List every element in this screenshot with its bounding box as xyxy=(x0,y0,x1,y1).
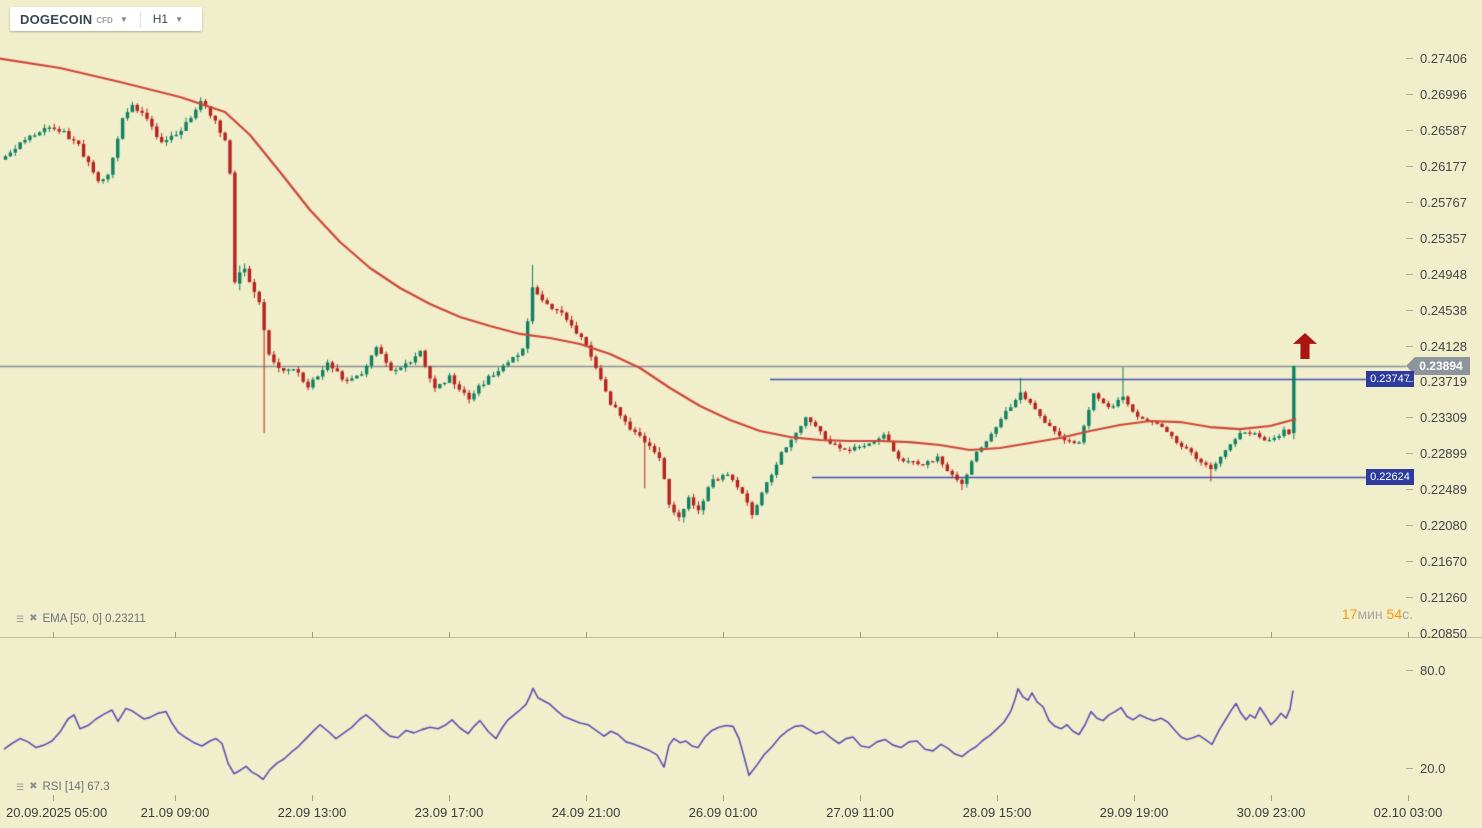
date-axis-tick xyxy=(312,632,313,638)
price-axis-label: 0.26177 xyxy=(1420,158,1467,174)
price-axis-label: 0.22080 xyxy=(1420,518,1467,534)
date-axis-tick xyxy=(860,795,861,801)
price-axis-label: 0.20850 xyxy=(1420,626,1467,642)
price-axis-tick xyxy=(1406,58,1413,59)
price-axis-label: 0.22489 xyxy=(1420,482,1467,498)
price-axis-label: 0.25357 xyxy=(1420,230,1467,246)
price-axis-tick xyxy=(1406,273,1413,275)
price-axis-tick xyxy=(1406,201,1413,203)
price-axis-label: 0.24538 xyxy=(1420,302,1467,318)
price-axis-label: 0.26996 xyxy=(1420,86,1467,102)
price-axis-tick xyxy=(1406,561,1413,563)
pane-separator xyxy=(0,637,1482,638)
countdown-minutes-unit: мин xyxy=(1357,606,1383,622)
date-axis-label: 30.09 23:00 xyxy=(1236,805,1306,820)
instrument-selector[interactable]: DOGECOIN CFD ▼ H1 ▼ xyxy=(10,7,202,31)
date-axis-tick xyxy=(449,795,450,801)
date-axis-label: 20.09.2025 05:00 xyxy=(6,805,108,820)
rsi-indicator-label: RSI [14] 67.3 xyxy=(42,781,110,793)
date-axis-tick xyxy=(586,632,587,638)
date-axis-tick xyxy=(1271,632,1272,638)
date-axis-label: 21.09 09:00 xyxy=(140,805,210,820)
date-axis-tick xyxy=(1271,795,1272,801)
date-axis-tick xyxy=(53,795,54,801)
date-axis-tick xyxy=(312,795,313,801)
ema-indicator-label: EMA [50, 0] 0.23211 xyxy=(42,613,146,625)
chevron-down-icon: ▼ xyxy=(119,14,128,24)
date-axis-tick xyxy=(1408,632,1409,638)
date-axis-label: 28.09 15:00 xyxy=(962,805,1032,820)
timeframe-label: H1 xyxy=(152,12,169,26)
price-axis-label: 0.24948 xyxy=(1420,266,1467,282)
price-axis-label: 0.27406 xyxy=(1420,51,1467,66)
price-axis-label: 0.26587 xyxy=(1420,122,1467,138)
price-axis-tick xyxy=(1406,453,1413,455)
price-axis-tick xyxy=(1406,597,1413,599)
price-axis-label: 0.21670 xyxy=(1420,554,1467,570)
date-axis-tick xyxy=(723,632,724,638)
indicator-settings-icon[interactable]: ☰ xyxy=(16,614,25,624)
price-axis-label: 0.24128 xyxy=(1420,338,1467,354)
rsi-axis-label: 20.0 xyxy=(1420,761,1446,776)
price-axis-tick xyxy=(1406,381,1413,383)
date-axis-label: 24.09 21:00 xyxy=(551,805,621,820)
resistance-level-badge[interactable]: 0.23747 xyxy=(1366,371,1414,387)
price-axis-tick xyxy=(1406,165,1413,167)
date-axis-tick xyxy=(586,795,587,801)
date-axis-tick xyxy=(175,632,176,638)
date-axis-label: 02.10 03:00 xyxy=(1373,805,1443,820)
date-axis-tick xyxy=(1408,795,1409,801)
price-axis-tick xyxy=(1406,489,1413,491)
price-axis-tick xyxy=(1406,345,1413,347)
indicator-close-icon[interactable]: ✖ xyxy=(29,613,38,624)
ema-indicator-legend: ☰ ✖ EMA [50, 0] 0.23211 xyxy=(16,613,146,625)
price-axis-tick xyxy=(1406,309,1413,311)
instrument-market-type: CFD xyxy=(96,15,113,25)
price-axis-label: 0.22899 xyxy=(1420,446,1467,462)
price-axis-tick xyxy=(1406,525,1413,527)
date-axis-label: 26.09 01:00 xyxy=(688,805,758,820)
date-axis-tick xyxy=(175,795,176,801)
indicator-settings-icon[interactable]: ☰ xyxy=(16,782,25,792)
instrument-name: DOGECOIN xyxy=(20,11,93,27)
rsi-axis-tick xyxy=(1406,768,1413,769)
rsi-indicator-legend: ☰ ✖ RSI [14] 67.3 xyxy=(16,781,110,793)
divider xyxy=(139,11,141,27)
date-axis-label: 29.09 19:00 xyxy=(1099,805,1169,820)
price-axis-label: 0.21260 xyxy=(1420,590,1467,606)
price-axis-tick xyxy=(1406,129,1413,131)
support-level-badge[interactable]: 0.22624 xyxy=(1366,469,1414,485)
current-price-badge: 0.23894 xyxy=(1406,357,1470,375)
date-axis-tick xyxy=(1134,795,1135,801)
rsi-axis-tick xyxy=(1406,670,1413,671)
date-axis-tick xyxy=(997,632,998,638)
price-axis-tick xyxy=(1406,237,1413,239)
date-axis-tick xyxy=(449,632,450,638)
price-axis-label: 0.23719 xyxy=(1420,374,1467,390)
price-axis-label: 0.23309 xyxy=(1420,410,1467,426)
rsi-axis-label: 80.0 xyxy=(1420,663,1446,678)
indicator-close-icon[interactable]: ✖ xyxy=(29,781,38,792)
countdown-seconds-unit: с. xyxy=(1402,606,1413,622)
date-axis-tick xyxy=(1134,632,1135,638)
date-axis-tick xyxy=(997,795,998,801)
price-axis-tick xyxy=(1406,93,1413,95)
date-axis-label: 23.09 17:00 xyxy=(414,805,484,820)
price-axis-tick xyxy=(1406,417,1413,419)
expiration-countdown: 17мин 54с. xyxy=(1335,606,1413,622)
date-axis-label: 22.09 13:00 xyxy=(277,805,347,820)
date-axis-label: 27.09 11:00 xyxy=(826,805,894,820)
countdown-seconds: 54 xyxy=(1386,606,1403,622)
timeframe-selector[interactable]: H1 ▼ xyxy=(153,12,183,26)
date-axis-tick xyxy=(53,632,54,638)
chevron-down-icon: ▼ xyxy=(175,14,184,24)
date-axis-tick xyxy=(723,795,724,801)
date-axis-tick xyxy=(860,632,861,638)
price-axis-label: 0.25767 xyxy=(1420,194,1467,210)
countdown-minutes: 17 xyxy=(1341,606,1358,622)
